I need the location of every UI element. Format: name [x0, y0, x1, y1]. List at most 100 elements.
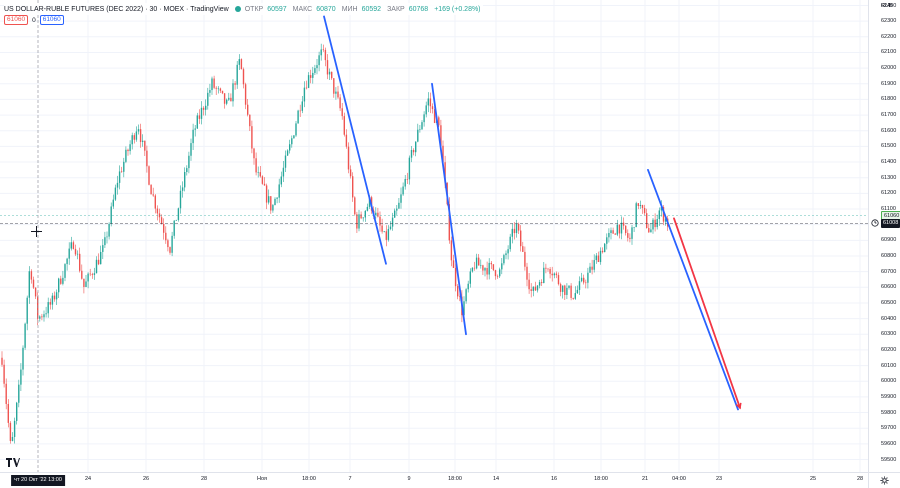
candle-body — [616, 224, 618, 235]
candle-body — [41, 316, 43, 318]
candle-body — [606, 237, 608, 244]
candle-body — [53, 295, 56, 300]
price-tick-label: 59900 — [881, 393, 897, 400]
candle-body — [347, 146, 350, 170]
candle-body — [608, 232, 610, 238]
candle-body — [137, 129, 140, 132]
candle-body — [408, 157, 411, 180]
time-axis[interactable]: 24 26 28 Ноя 18:00 7 9 18:00 14 16 18:00 21 04:00 23 2… — [0, 472, 868, 488]
candle-body — [253, 148, 255, 159]
candle-body — [169, 247, 171, 253]
price-tick-label: 61200 — [881, 190, 897, 197]
price-tick-label: 60800 — [881, 252, 897, 259]
projection-arrow — [673, 217, 741, 409]
change-value: +169 (+0.28%) — [434, 5, 481, 13]
candle-body — [438, 117, 440, 126]
candle-body — [396, 208, 398, 211]
candle-body — [163, 224, 165, 233]
candle-body — [45, 313, 47, 315]
symbol-title[interactable]: US DOLLAR-RUBLE FUTURES (DEC 2022) · 30 … — [4, 5, 229, 13]
candle-body — [301, 101, 303, 111]
chart-settings-button[interactable] — [868, 472, 900, 488]
candle-body — [473, 267, 476, 269]
tradingview-logo-icon[interactable] — [6, 458, 20, 469]
candle-body — [297, 110, 299, 124]
candle-body — [570, 285, 572, 298]
candle-body — [55, 292, 58, 300]
candle-body — [360, 214, 362, 219]
candle-body — [249, 114, 251, 127]
candle-body — [198, 115, 201, 119]
candle-body — [520, 230, 522, 247]
candle-body — [515, 223, 518, 234]
candle-body — [282, 167, 285, 177]
candle-body — [633, 227, 635, 228]
time-tick-label: 04:00 — [672, 476, 686, 482]
current-price-label: 61008 — [881, 218, 900, 228]
candle-body — [295, 123, 297, 136]
candle-body — [591, 266, 593, 270]
candle-body — [415, 141, 417, 153]
candle-body — [555, 273, 558, 276]
candle-body — [192, 129, 194, 144]
candle-body — [173, 220, 175, 236]
candle-body — [389, 226, 392, 229]
candle-body — [152, 194, 154, 196]
candle-body — [585, 282, 587, 284]
candle-body — [503, 255, 505, 264]
candle-body — [265, 185, 268, 203]
price-tick-label: 61400 — [881, 159, 897, 166]
chart-pane[interactable]: US DOLLAR-RUBLE FUTURES (DEC 2022) · 30 … — [0, 0, 868, 472]
candle-body — [604, 243, 606, 253]
candle-body — [475, 257, 478, 269]
candle-body — [511, 228, 513, 237]
candle-body — [66, 258, 68, 265]
candle-body — [398, 202, 400, 209]
price-tick-label: 60200 — [881, 346, 897, 353]
candle-body — [507, 249, 509, 254]
candle-body — [43, 314, 45, 318]
candle-body — [543, 267, 545, 284]
candle-body — [142, 140, 144, 142]
candle-body — [442, 145, 444, 163]
candle-body — [261, 176, 264, 184]
candle-body — [133, 135, 135, 140]
candle-body — [165, 232, 167, 241]
open-value: 60597 — [267, 5, 287, 13]
candle-body — [627, 233, 629, 238]
candle-body — [322, 49, 324, 51]
candle-body — [423, 114, 425, 123]
candle-body — [578, 281, 581, 290]
price-tick-label: 59800 — [881, 409, 897, 416]
price-tick-label: 60500 — [881, 299, 897, 306]
candle-body — [610, 230, 612, 233]
candle-body — [337, 91, 339, 98]
price-chart[interactable] — [0, 0, 868, 472]
candle-body — [112, 199, 114, 207]
low-value: 60592 — [361, 5, 382, 13]
time-tick-label: 24 — [84, 476, 92, 482]
price-tick-label: 62200 — [881, 33, 897, 40]
price-tick-label: 61100 — [881, 206, 896, 213]
sell-button[interactable]: 61060 — [4, 15, 29, 25]
candle-body — [593, 260, 595, 270]
candle-body — [215, 87, 217, 89]
candle-body — [526, 266, 528, 280]
buy-button[interactable]: 61060 — [39, 15, 64, 25]
candle-body — [402, 186, 404, 195]
time-tick-label: Ноя — [256, 476, 268, 482]
price-axis[interactable]: RUB 62400 62300 62200 62100 62000 61900 61800 6… — [868, 0, 900, 472]
alert-clock-icon[interactable] — [871, 219, 879, 228]
candle-body — [494, 270, 497, 277]
currency-label[interactable]: RUB — [881, 3, 893, 9]
candle-body — [131, 135, 133, 145]
candle-body — [270, 196, 272, 211]
candle-body — [652, 219, 654, 230]
candle-body — [284, 155, 287, 168]
candle-body — [207, 92, 209, 106]
candle-body — [303, 87, 306, 102]
candle-body — [459, 296, 461, 297]
time-tick-label: 25 — [809, 476, 817, 482]
candle-body — [18, 384, 20, 403]
candle-body — [465, 289, 467, 302]
